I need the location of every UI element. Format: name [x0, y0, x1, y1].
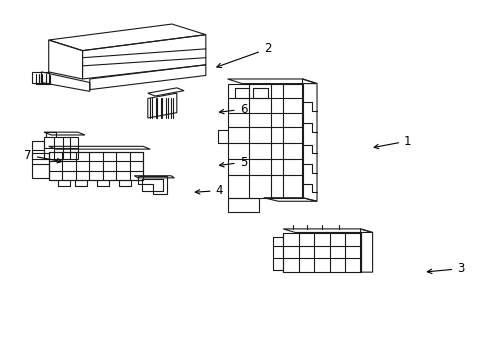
- Text: 1: 1: [373, 135, 411, 149]
- Text: 6: 6: [219, 103, 246, 116]
- Text: 2: 2: [216, 42, 271, 68]
- Text: 3: 3: [427, 262, 464, 275]
- Text: 5: 5: [219, 156, 246, 169]
- Text: 7: 7: [24, 149, 61, 163]
- Text: 4: 4: [195, 184, 223, 197]
